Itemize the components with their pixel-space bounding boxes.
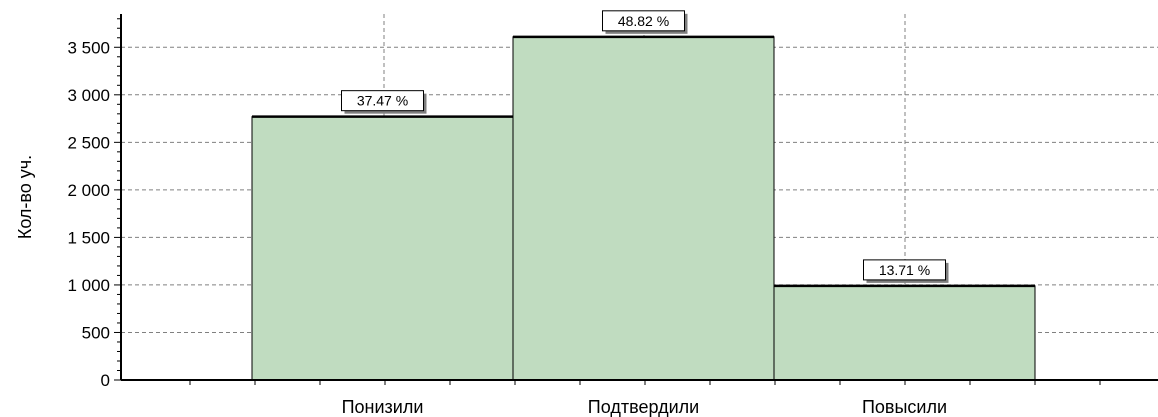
bar (773, 285, 1036, 381)
axes-layer (120, 14, 1158, 381)
data-label-box (602, 10, 685, 32)
category-label: Повысили (862, 397, 947, 417)
data-label: 48.82 % (618, 13, 669, 29)
ticks-layer (114, 18, 1101, 385)
y-tick-label: 3 000 (67, 86, 110, 105)
data-label-box (341, 90, 424, 112)
y-tick-label: 2 000 (67, 181, 110, 200)
data-label: 37.47 % (357, 93, 408, 109)
category-label: Подтвердили (588, 397, 699, 417)
bar (251, 116, 514, 381)
y-tick-label: 1 500 (67, 228, 110, 247)
y-tick-label: 500 (82, 323, 110, 342)
y-tick-label: 0 (101, 371, 110, 390)
bar (512, 36, 775, 381)
y-tick-label: 1 000 (67, 276, 110, 295)
category-label: Понизили (342, 397, 424, 417)
bars-layer (251, 35, 1036, 381)
y-axis-title: Кол-во уч. (15, 155, 35, 239)
y-tick-label: 3 500 (67, 38, 110, 57)
data-label: 13.71 % (879, 262, 930, 278)
labels-layer: 0 500 1 000 1 500 2 000 2 500 3 000 3 500 Понизи… (67, 10, 949, 417)
y-tick-label: 2 500 (67, 133, 110, 152)
data-label-box (863, 259, 946, 281)
